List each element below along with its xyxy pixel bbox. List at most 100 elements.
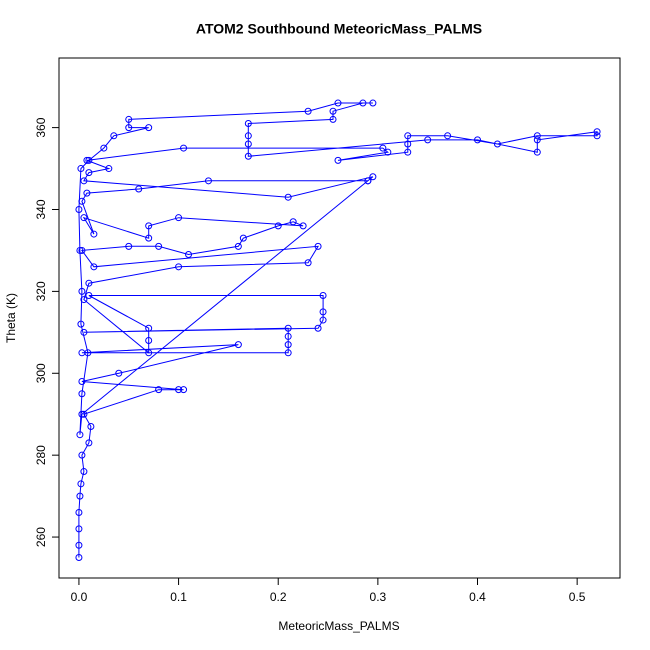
data-point	[404, 148, 412, 156]
data-point	[77, 480, 85, 488]
data-point	[533, 132, 541, 140]
data-point	[384, 148, 392, 156]
data-point	[329, 107, 337, 115]
data-point	[319, 316, 327, 324]
data-point	[244, 132, 252, 140]
data-point	[284, 332, 292, 340]
data-point	[444, 132, 452, 140]
data-point	[304, 107, 312, 115]
data-point	[85, 156, 93, 164]
y-tick-label: 340	[34, 199, 48, 219]
data-point	[115, 369, 123, 377]
data-point	[76, 492, 84, 500]
data-point	[533, 148, 541, 156]
data-point	[76, 246, 84, 254]
data-point	[379, 144, 387, 152]
data-point	[284, 193, 292, 201]
data-point	[80, 214, 88, 222]
data-point	[135, 185, 143, 193]
data-point	[78, 390, 86, 398]
data-point	[125, 242, 133, 250]
data-point	[244, 152, 252, 160]
x-tick-label: 0.2	[270, 590, 287, 604]
data-point	[244, 120, 252, 128]
data-point	[334, 99, 342, 107]
x-tick-label: 0.1	[170, 590, 187, 604]
data-point	[75, 205, 83, 213]
x-tick-label: 0.5	[569, 590, 586, 604]
data-point	[90, 263, 98, 271]
x-axis-label: MeteoricMass_PALMS	[278, 619, 399, 633]
data-point	[284, 341, 292, 349]
data-point	[175, 386, 183, 394]
data-point	[155, 386, 163, 394]
data-point	[145, 349, 153, 357]
data-point	[105, 165, 113, 173]
plot-frame	[58, 57, 621, 579]
chart-title: ATOM2 Southbound MeteoricMass_PALMS	[196, 21, 482, 37]
data-point	[364, 177, 372, 185]
data-point	[80, 328, 88, 336]
data-point	[329, 115, 337, 123]
data-point	[125, 124, 133, 132]
data-point	[284, 324, 292, 332]
data-point	[175, 214, 183, 222]
data-point	[474, 136, 482, 144]
data-point	[87, 423, 95, 431]
x-tick-label: 0.4	[469, 590, 486, 604]
data-point	[289, 218, 297, 226]
data-point	[304, 259, 312, 267]
data-point	[78, 410, 86, 418]
data-point	[533, 136, 541, 144]
data-point	[110, 132, 118, 140]
data-point	[145, 337, 153, 345]
data-point	[299, 222, 307, 230]
data-point	[334, 156, 342, 164]
data-point	[78, 246, 86, 254]
data-point	[85, 169, 93, 177]
data-point	[75, 525, 83, 533]
data-point	[77, 165, 85, 173]
data-point	[85, 279, 93, 287]
data-point	[78, 197, 86, 205]
y-tick-label: 260	[34, 527, 48, 547]
data-point	[145, 124, 153, 132]
data-point	[155, 242, 163, 250]
data-point	[100, 144, 108, 152]
data-point	[284, 349, 292, 357]
data-point	[75, 541, 83, 549]
data-point	[314, 324, 322, 332]
data-point	[76, 431, 84, 439]
data-point	[145, 324, 153, 332]
data-line	[78, 102, 598, 558]
data-point	[404, 140, 412, 148]
data-point	[319, 291, 327, 299]
data-point	[83, 156, 91, 164]
data-point	[239, 234, 247, 242]
data-point	[78, 377, 86, 385]
data-point	[593, 132, 601, 140]
y-axis-label: Theta (K)	[4, 293, 18, 343]
y-tick-label: 360	[34, 117, 48, 137]
data-point	[204, 177, 212, 185]
data-point	[314, 242, 322, 250]
data-point	[593, 128, 601, 136]
data-point	[85, 439, 93, 447]
data-point	[77, 320, 85, 328]
data-point	[80, 410, 88, 418]
y-tick-label: 280	[34, 445, 48, 465]
data-point	[75, 508, 83, 516]
data-point	[369, 99, 377, 107]
data-point	[424, 136, 432, 144]
data-point	[234, 242, 242, 250]
data-point	[80, 468, 88, 476]
data-point	[78, 451, 86, 459]
data-point	[90, 230, 98, 238]
data-point	[145, 222, 153, 230]
data-point	[83, 189, 91, 197]
data-point	[125, 115, 133, 123]
x-tick-label: 0.3	[370, 590, 387, 604]
data-point	[274, 222, 282, 230]
